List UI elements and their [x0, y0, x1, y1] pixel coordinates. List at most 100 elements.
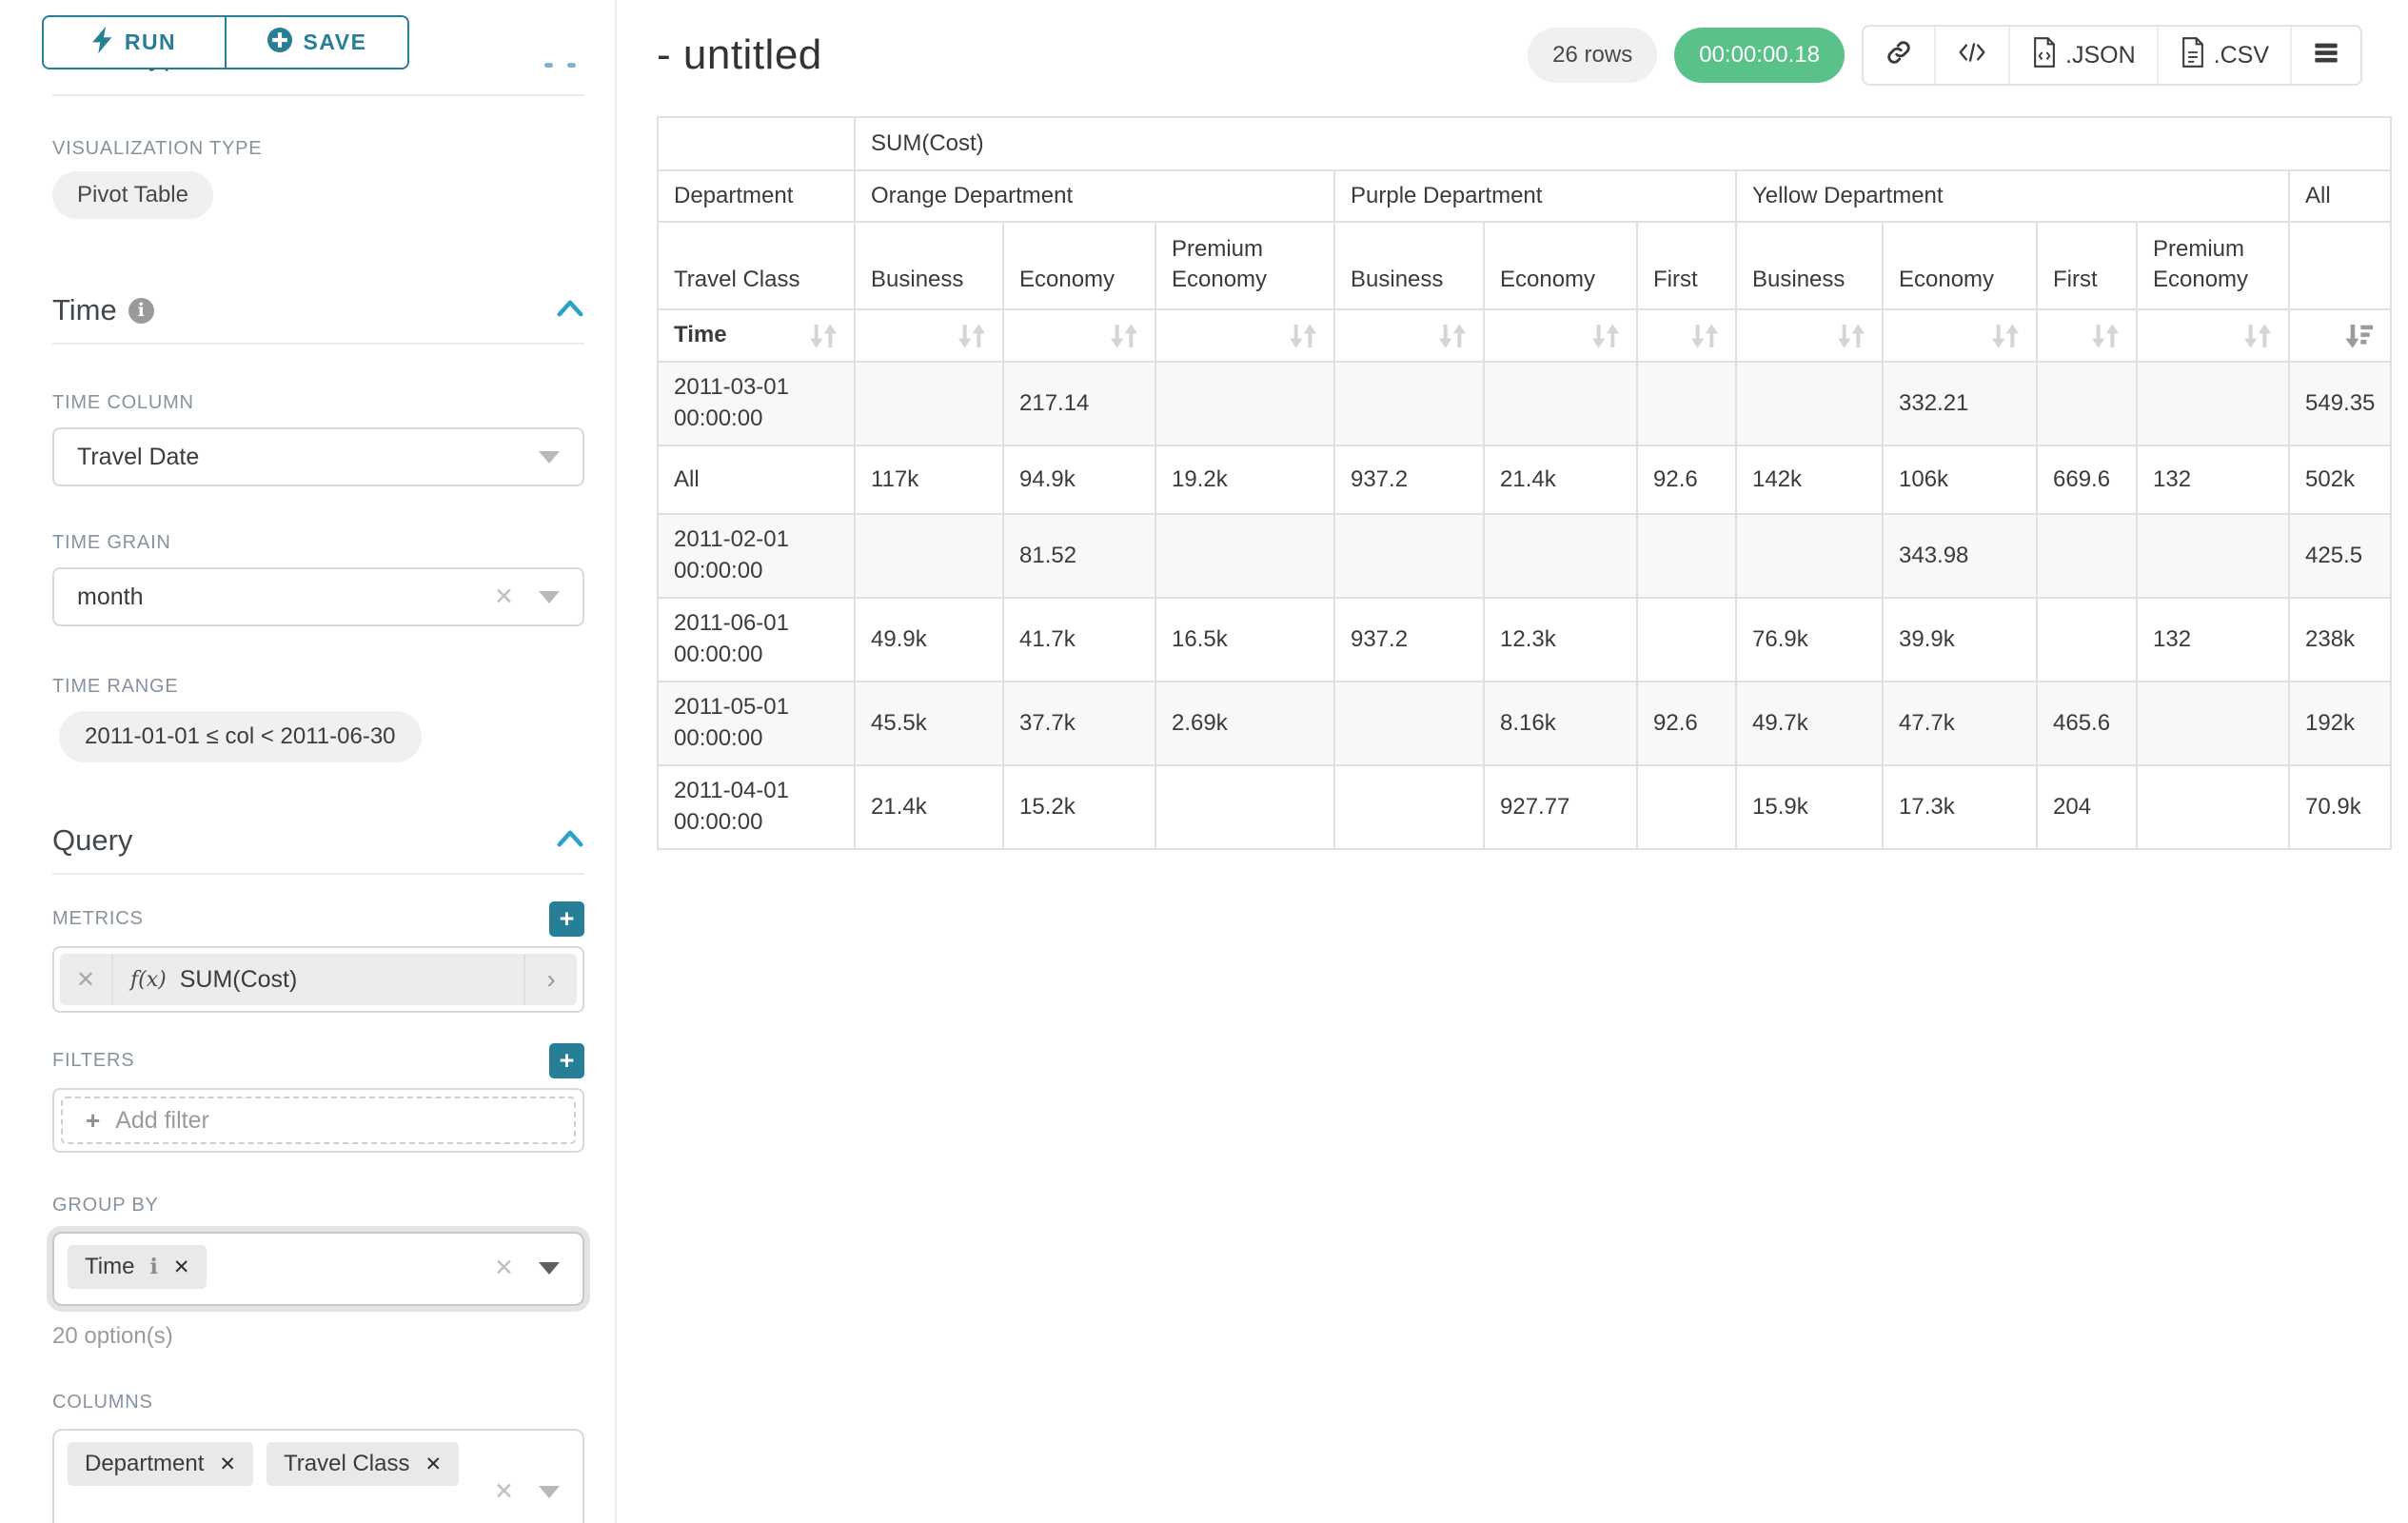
pivot-value-cell: 117k [854, 444, 1004, 515]
export-csv-button[interactable]: .CSV [2156, 27, 2290, 84]
remove-tag-icon[interactable]: ✕ [172, 1256, 190, 1278]
group-by-tag[interactable]: Time i ✕ [68, 1245, 207, 1289]
sort-icon[interactable] [1437, 322, 1468, 350]
pivot-subheader [2287, 221, 2393, 311]
time-column-select[interactable]: Travel Date [52, 427, 584, 486]
sort-icon[interactable] [957, 322, 987, 350]
group-by-select[interactable]: Time i ✕ ✕ [52, 1232, 584, 1306]
pivot-value-cell [2036, 360, 2138, 446]
export-json-button[interactable]: .JSON [2008, 27, 2157, 84]
sort-icon[interactable] [2242, 322, 2273, 350]
time-grain-select[interactable]: month ✕ [52, 567, 584, 626]
columns-select[interactable]: Department ✕ Travel Class ✕ ✕ [52, 1429, 584, 1523]
pivot-sort-cell [1333, 308, 1485, 363]
pivot-value-cell: 192k [2287, 680, 2393, 766]
pivot-value-cell [1155, 360, 1335, 446]
pivot-value-cell: 106k [1882, 444, 2038, 515]
share-link-button[interactable] [1864, 27, 1934, 84]
chevron-down-icon [539, 1486, 560, 1498]
chevron-down-icon [539, 1262, 560, 1275]
pivot-group-header: Orange Department [854, 168, 1335, 224]
pivot-group-header: All [2287, 168, 2393, 224]
pivot-value-cell: 41.7k [1002, 596, 1156, 682]
menu-button[interactable] [2290, 27, 2360, 84]
remove-tag-icon[interactable]: ✕ [424, 1453, 443, 1475]
chart-main-area: - untitled 26 rows 00:00:00.18 [617, 0, 2408, 1523]
function-icon: f(x) [130, 967, 167, 992]
pivot-subheader: Premium Economy [1155, 221, 1335, 311]
visualization-type-value[interactable]: Pivot Table [52, 171, 213, 219]
clear-icon[interactable]: ✕ [494, 583, 514, 610]
time-column-label: TIME COLUMN [52, 392, 194, 413]
pivot-value-cell [1333, 680, 1485, 766]
pivot-value-cell [2136, 680, 2290, 766]
pivot-value-cell [854, 512, 1004, 599]
pivot-value-cell: 549.35 [2287, 360, 2393, 446]
chevron-right-icon[interactable]: › [523, 954, 577, 1005]
sort-icon[interactable] [1836, 322, 1866, 350]
pivot-value-cell [2136, 512, 2290, 599]
pivot-value-cell: 142k [1735, 444, 1884, 515]
group-by-label: GROUP BY [52, 1195, 159, 1216]
view-query-button[interactable] [1934, 27, 2008, 84]
pivot-subheader: First [1636, 221, 1737, 311]
columns-tag[interactable]: Travel Class ✕ [266, 1442, 460, 1486]
sort-icon[interactable] [1288, 322, 1318, 350]
remove-tag-icon[interactable]: ✕ [219, 1453, 236, 1475]
sort-icon[interactable] [1689, 322, 1720, 350]
pivot-data-row: 2011-04-01 00:00:00 21.4k 15.2k 927.77 15.9k… [657, 763, 2393, 850]
chevron-up-icon[interactable] [556, 828, 584, 854]
chevron-up-icon[interactable] [556, 298, 584, 324]
hamburger-menu-icon [2313, 41, 2339, 70]
info-icon: i [149, 1255, 158, 1279]
clear-icon[interactable]: ✕ [494, 1478, 514, 1505]
pivot-sort-cell [1636, 308, 1737, 363]
row-count-badge: 26 rows [1528, 28, 1658, 83]
add-filter-dropzone[interactable]: + Add filter [61, 1097, 576, 1144]
columns-tag[interactable]: Department ✕ [68, 1442, 253, 1486]
query-section-title: Query [52, 823, 133, 857]
run-button[interactable]: RUN [42, 15, 227, 69]
chevron-up-icon[interactable] [544, 63, 576, 68]
pivot-group-header: Purple Department [1333, 168, 1737, 224]
pivot-data-row: 2011-06-01 00:00:00 49.9k 41.7k 16.5k 937.2 1… [657, 596, 2393, 682]
pivot-subheader: Business [854, 221, 1004, 311]
metric-pill[interactable]: ✕ f(x) SUM(Cost) › [60, 954, 577, 1005]
add-metric-button[interactable]: + [549, 901, 584, 937]
pivot-data-row: 2011-05-01 00:00:00 45.5k 37.7k 2.69k 8.16k 9… [657, 680, 2393, 766]
pivot-value-cell: 15.2k [1002, 763, 1156, 850]
add-filter-plus-button[interactable]: + [549, 1043, 584, 1078]
pivot-col-dimension-label: Department [657, 168, 856, 224]
metrics-label: METRICS [52, 908, 144, 929]
pivot-sort-cell [2036, 308, 2138, 363]
remove-metric-icon[interactable]: ✕ [60, 954, 113, 1005]
pivot-value-cell: 15.9k [1735, 763, 1884, 850]
pivot-value-cell: 19.2k [1155, 444, 1335, 515]
pivot-sort-cell [1155, 308, 1335, 363]
sort-icon[interactable] [1990, 322, 2021, 350]
pivot-value-cell: 92.6 [1636, 444, 1737, 515]
pivot-value-cell: 927.77 [1483, 763, 1638, 850]
pivot-metric-header: SUM(Cost) [853, 116, 2393, 171]
chart-title[interactable]: - untitled [657, 31, 822, 78]
pivot-group-header: Yellow Department [1735, 168, 2290, 224]
pivot-row-label: 2011-06-01 00:00:00 [657, 596, 856, 682]
pivot-subheader: Economy [1483, 221, 1638, 311]
add-filter-placeholder: Add filter [115, 1106, 209, 1134]
sort-icon[interactable] [808, 322, 839, 350]
save-button[interactable]: SAVE [225, 15, 409, 69]
pivot-value-cell: 49.9k [854, 596, 1004, 682]
pivot-value-cell: 669.6 [2036, 444, 2138, 515]
pivot-value-cell: 2.69k [1155, 680, 1335, 766]
sort-icon[interactable] [1109, 322, 1139, 350]
pivot-value-cell: 132 [2136, 596, 2290, 682]
sort-icon[interactable] [1590, 322, 1621, 350]
sort-icon[interactable] [2090, 322, 2121, 350]
pivot-value-cell: 49.7k [1735, 680, 1884, 766]
pivot-value-cell: 465.6 [2036, 680, 2138, 766]
pivot-value-cell [1333, 360, 1485, 446]
time-range-value[interactable]: 2011-01-01 ≤ col < 2011-06-30 [59, 711, 422, 762]
filters-label: FILTERS [52, 1050, 135, 1071]
clear-icon[interactable]: ✕ [494, 1255, 514, 1281]
sort-desc-icon[interactable] [2344, 322, 2375, 350]
